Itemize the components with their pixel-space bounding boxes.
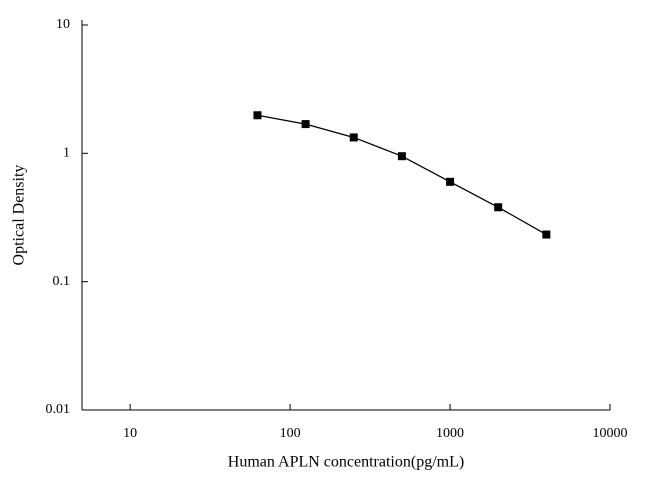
data-point bbox=[542, 230, 551, 239]
data-point bbox=[494, 203, 503, 212]
y-tick-label: 0.01 bbox=[46, 402, 71, 417]
y-tick-label: 10 bbox=[56, 17, 70, 32]
y-tick-label: 1 bbox=[63, 146, 70, 161]
data-point bbox=[349, 133, 358, 142]
x-axis-label: Human APLN concentration(pg/mL) bbox=[228, 454, 464, 471]
x-tick-label: 1000 bbox=[436, 426, 464, 441]
y-axis-label: Optical Density bbox=[11, 165, 28, 266]
data-point bbox=[446, 177, 455, 186]
series-line bbox=[257, 114, 547, 236]
y-tick-label: 0.1 bbox=[53, 274, 71, 289]
data-point bbox=[301, 120, 310, 129]
data-point bbox=[397, 152, 406, 161]
x-tick-label: 10 bbox=[123, 426, 137, 441]
data-point bbox=[253, 111, 262, 120]
x-tick-label: 100 bbox=[280, 426, 301, 441]
x-tick-label: 10000 bbox=[593, 426, 628, 441]
